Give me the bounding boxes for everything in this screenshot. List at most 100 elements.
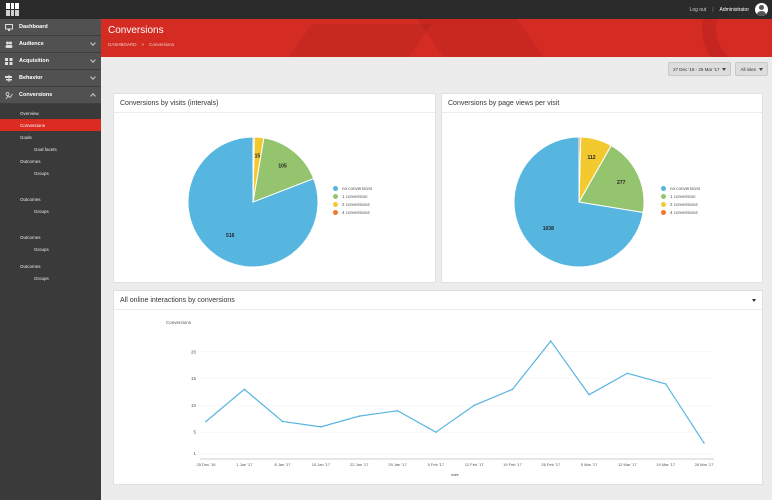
pie-data-label: 105	[278, 164, 287, 170]
header-decoration	[269, 24, 433, 57]
x-axis-label: date	[451, 472, 460, 477]
nav-item-groups[interactable]: Groups	[34, 246, 49, 252]
legend-item[interactable]: no conversions	[661, 184, 700, 192]
monitor-icon	[5, 23, 13, 31]
legend-dot	[333, 209, 338, 215]
separator: |	[712, 6, 714, 13]
legend-item[interactable]: 4 conversions	[661, 208, 700, 216]
app-logo-icon[interactable]	[6, 3, 19, 16]
data-point[interactable]	[588, 393, 590, 396]
data-point[interactable]	[435, 431, 437, 433]
chevron-down-icon	[90, 57, 96, 63]
pie-data-label: 1038	[543, 226, 554, 232]
nav-behavior[interactable]: Behavior	[0, 70, 101, 87]
pageviews-chart-legend: no conversions 1 conversion 2 conversion…	[661, 184, 700, 216]
nav-acquisition[interactable]: Acquisition	[0, 53, 101, 70]
nav-item-goal-facets[interactable]: Goal facets	[34, 146, 57, 152]
nav-item-outcomes[interactable]: Outcomes	[20, 263, 41, 269]
caret-down-icon	[759, 67, 763, 71]
interactions-chart-card: All online interactions by conversions C…	[113, 290, 763, 485]
x-tick-label: 26 Mar '17	[695, 462, 715, 467]
card-divider	[114, 112, 435, 113]
data-point[interactable]	[320, 426, 322, 428]
site-filter-value: All sites	[740, 66, 756, 72]
data-point[interactable]	[243, 388, 246, 391]
pie-data-label: 112	[588, 155, 596, 161]
legend-item[interactable]: 1 conversion	[333, 192, 372, 200]
y-tick-label: 1	[193, 451, 196, 456]
data-point[interactable]	[396, 409, 399, 412]
data-point[interactable]	[664, 383, 667, 385]
pie-slice[interactable]	[578, 144, 645, 214]
chevron-down-icon	[90, 74, 96, 80]
nav-dashboard-label: Dashboard	[19, 24, 48, 30]
data-point[interactable]	[205, 420, 207, 423]
data-point[interactable]	[358, 415, 361, 417]
visits-chart-title: Conversions by visits (intervals)	[120, 100, 219, 107]
data-point[interactable]	[626, 372, 629, 375]
sidebar: Dashboard Audience Acquisition Behavior …	[0, 19, 101, 500]
legend-item[interactable]: 2 conversions	[333, 200, 372, 208]
legend-label: no conversions	[670, 185, 701, 191]
data-point[interactable]	[703, 442, 705, 444]
legend-label: 4 conversions	[342, 209, 370, 215]
pageviews-chart-title: Conversions by page views per visit	[448, 100, 560, 107]
nav-item-goals[interactable]: Goals	[20, 134, 32, 140]
x-tick-label: 5 Mar '17	[581, 462, 598, 467]
caret-down-icon	[722, 67, 727, 71]
data-point[interactable]	[549, 340, 552, 342]
x-tick-label: 26 Feb '17	[541, 462, 561, 467]
y-axis-label: Conversions	[166, 320, 192, 325]
legend-item[interactable]: 4 conversions	[333, 208, 372, 216]
breadcrumb: DASHBOARD > Conversions	[108, 42, 174, 47]
x-tick-label: 25 Dec '16	[197, 462, 217, 467]
breadcrumb-dashboard[interactable]: DASHBOARD	[108, 42, 137, 47]
user-name[interactable]: Administrator	[719, 6, 749, 13]
legend-dot	[661, 201, 666, 207]
nav-conversions-label: Conversions	[19, 92, 53, 98]
legend-item[interactable]: 1 conversion	[661, 192, 700, 200]
visits-chart-legend: no conversions 1 conversion 2 conversion…	[333, 184, 372, 216]
nav-item-groups[interactable]: Groups	[34, 208, 49, 214]
pie-data-label: 277	[617, 180, 626, 186]
x-tick-label: 12 Feb '17	[465, 462, 485, 467]
card-divider	[114, 309, 762, 310]
date-range-picker[interactable]: 27 Dec '16 - 26 Mar '17	[667, 62, 732, 76]
legend-label: 1 conversion	[342, 193, 368, 199]
x-tick-label: 8 Jan '17	[275, 462, 292, 467]
data-point[interactable]	[281, 420, 284, 423]
series-line[interactable]	[205, 340, 705, 444]
nav-item-groups[interactable]: Groups	[34, 275, 49, 281]
x-tick-label: 5 Feb '17	[428, 462, 445, 467]
nav-item-outcomes[interactable]: Outcomes	[20, 158, 41, 164]
pie-slice[interactable]	[578, 136, 582, 203]
site-filter-select[interactable]: All sites	[735, 62, 768, 76]
data-point[interactable]	[473, 404, 475, 407]
pie-slice[interactable]	[252, 137, 315, 203]
legend-item[interactable]: 2 conversions	[661, 200, 700, 208]
pie-slice[interactable]	[252, 136, 255, 203]
grid-icon	[5, 57, 13, 65]
nav-audience[interactable]: Audience	[0, 36, 101, 53]
visits-pie-chart: 516 105 15	[187, 136, 319, 268]
nav-item-outcomes[interactable]: Outcomes	[20, 196, 41, 202]
legend-item[interactable]: no conversions	[333, 184, 372, 192]
nav-item-conversions[interactable]: Conversions	[0, 119, 101, 131]
x-tick-label: 12 Mar '17	[618, 462, 638, 467]
card-menu-caret-icon[interactable]	[752, 299, 756, 302]
nav-dashboard[interactable]: Dashboard	[0, 19, 101, 36]
data-point[interactable]	[511, 388, 514, 391]
breadcrumb-separator: >	[141, 42, 145, 47]
nav-item-outcomes[interactable]: Outcomes	[20, 234, 41, 240]
people-icon	[5, 41, 13, 48]
visits-chart-card: Conversions by visits (intervals) 516 105…	[113, 93, 436, 283]
nav-item-overview[interactable]: Overview	[20, 110, 39, 116]
avatar-icon[interactable]	[755, 3, 768, 16]
page-title: Conversions	[108, 25, 164, 36]
y-tick-label: 20	[191, 349, 197, 354]
legend-label: 4 conversions	[670, 209, 698, 215]
nav-conversions[interactable]: Conversions	[0, 87, 101, 104]
nav-item-groups[interactable]: Groups	[34, 170, 49, 176]
logout-link[interactable]: Log out	[689, 6, 707, 13]
